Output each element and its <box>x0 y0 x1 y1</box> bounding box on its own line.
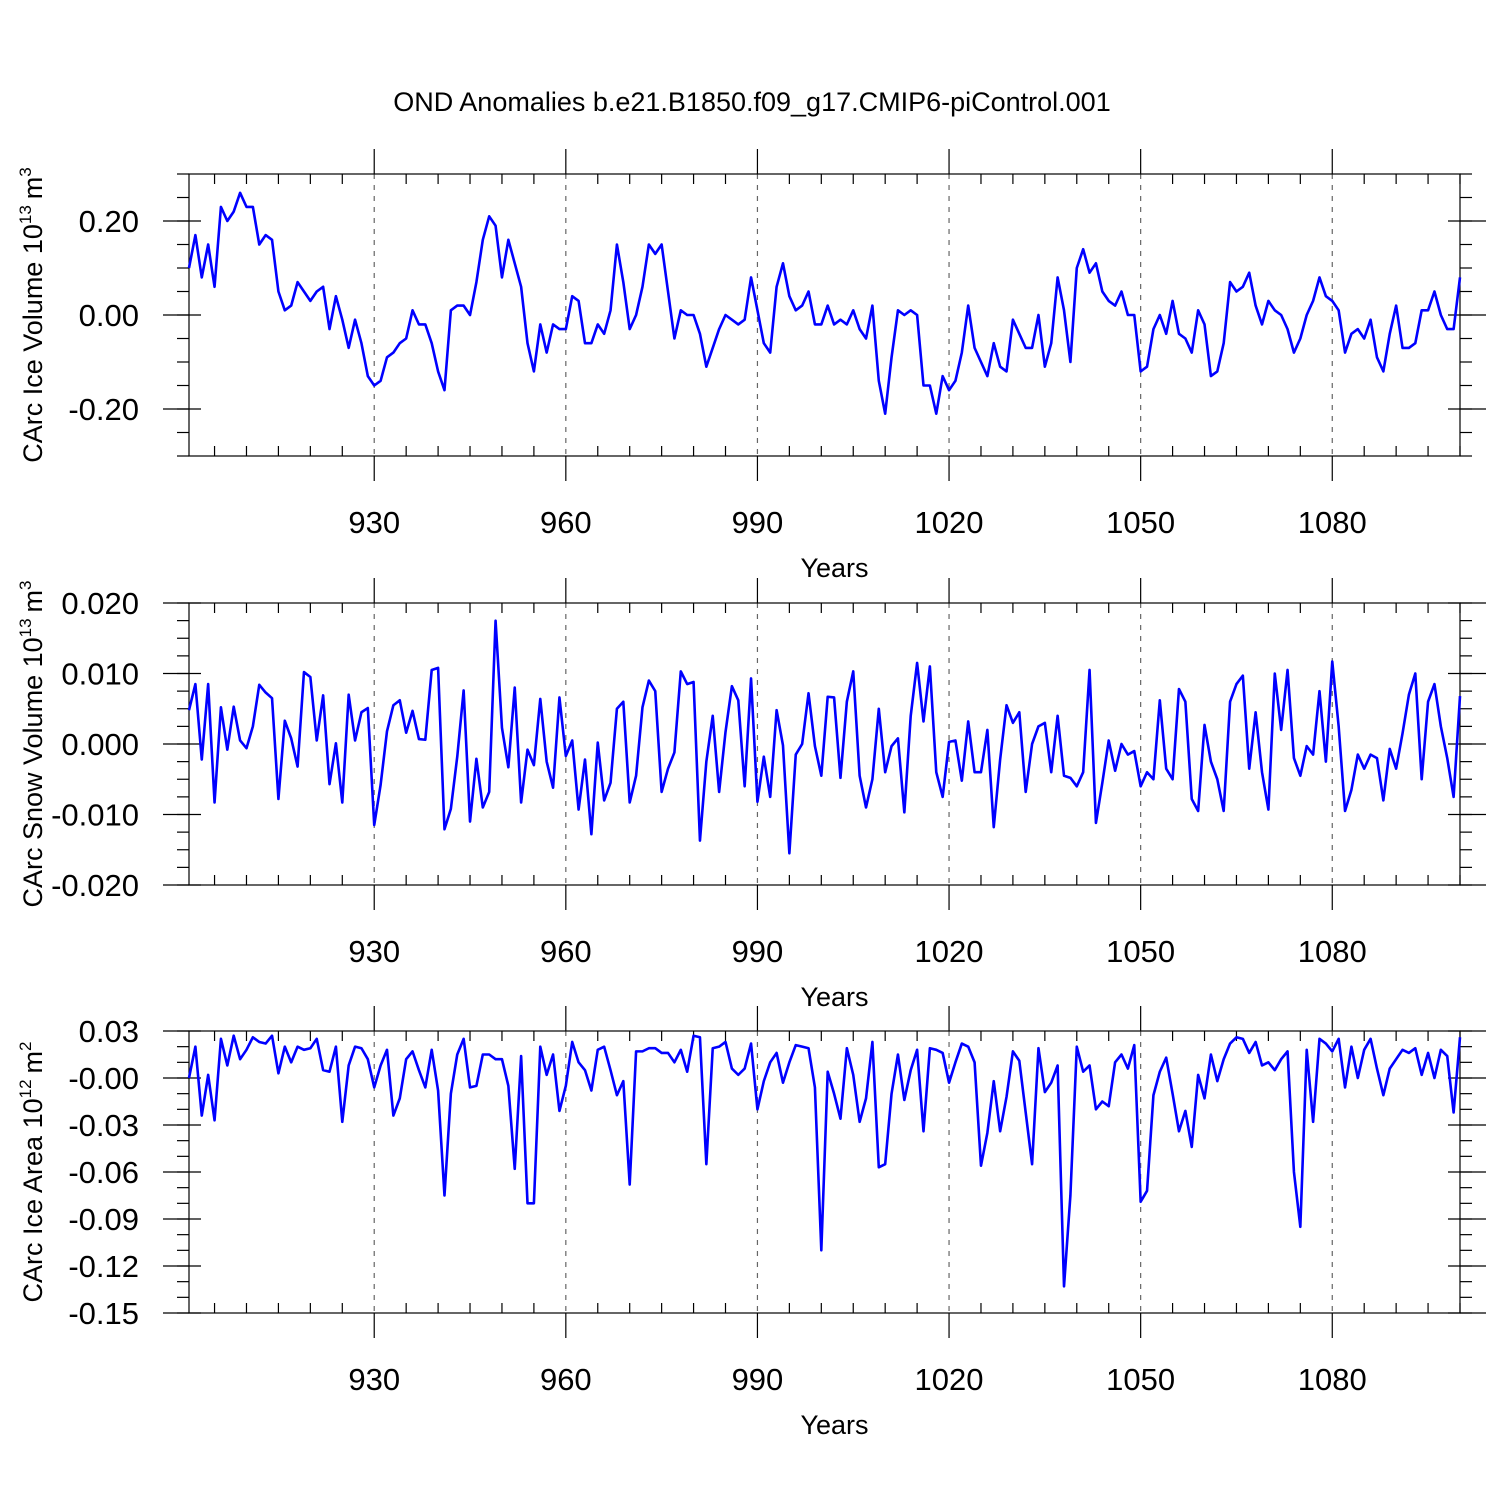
series-line <box>187 619 1462 855</box>
x-tick-label: 1050 <box>1106 934 1175 969</box>
y-axis-label-part: CArc Ice Volume 10 <box>18 224 48 463</box>
y-tick-label: -0.03 <box>68 1108 139 1143</box>
y-tick-label: 0.03 <box>79 1014 139 1049</box>
x-tick-label: 1020 <box>915 505 984 540</box>
y-axis-label-part: 13 <box>16 618 35 637</box>
plot-frame <box>188 1030 1461 1314</box>
y-tick-label: 0.020 <box>61 586 139 621</box>
panel-3: 930 960 990 1020 1050 1080 0.03 -0.00 -0.03 -0.06… <box>16 1006 1486 1440</box>
x-tick-label: 990 <box>732 505 784 540</box>
y-axis-label: CArc Ice Area 1012 m2 <box>16 1042 48 1303</box>
figure-title: OND Anomalies b.e21.B1850.f09_g17.CMIP6-… <box>393 87 1110 117</box>
y-axis-label-part: 2 <box>16 1042 35 1051</box>
y-tick-label: -0.12 <box>68 1249 139 1284</box>
y-tick-label: -0.09 <box>68 1202 139 1237</box>
x-tick-label: 960 <box>540 934 592 969</box>
x-tick-label: 1080 <box>1298 934 1367 969</box>
y-tick-label: -0.010 <box>51 798 139 833</box>
y-tick-label: -0.020 <box>51 868 139 903</box>
y-axis-label-part: CArc Ice Area 10 <box>18 1098 48 1302</box>
y-tick-label: -0.15 <box>68 1296 139 1331</box>
x-tick-label: 930 <box>348 934 400 969</box>
x-tick-label: 990 <box>732 1362 784 1397</box>
y-axis-label: CArc Snow Volume 1013 m3 <box>16 580 48 907</box>
x-tick-label: 930 <box>348 1362 400 1397</box>
y-tick-label: -0.00 <box>68 1061 139 1096</box>
y-axis-label-part: 13 <box>16 205 35 224</box>
x-tick-label: 930 <box>348 505 400 540</box>
x-tick-label: 960 <box>540 505 592 540</box>
panel-2: 930 960 990 1020 1050 1080 0.020 0.010 0.000 -0.0… <box>16 578 1486 1012</box>
x-tick-label: 960 <box>540 1362 592 1397</box>
x-tick-label: 1050 <box>1106 1362 1175 1397</box>
x-tick-label: 1050 <box>1106 505 1175 540</box>
y-tick-label: -0.06 <box>68 1155 139 1190</box>
x-tick-label: 1080 <box>1298 1362 1367 1397</box>
y-tick-label: 0.000 <box>61 727 139 762</box>
y-tick-label: 0.20 <box>79 204 139 239</box>
y-axis-label-part: 3 <box>16 580 35 589</box>
y-axis-label-part: CArc Snow Volume 10 <box>18 637 48 907</box>
y-tick-label: 0.010 <box>61 657 139 692</box>
x-tick-label: 1020 <box>915 1362 984 1397</box>
panels: 930 960 990 1020 1050 1080 0.20 0.00 -0.20 Years C… <box>16 149 1486 1440</box>
y-axis-label: CArc Ice Volume 1013 m3 <box>16 167 48 463</box>
series-line <box>187 1034 1462 1288</box>
y-axis-label-part: m <box>18 590 48 613</box>
y-axis-label-part: m <box>18 1051 48 1074</box>
x-tick-label: 1020 <box>915 934 984 969</box>
y-axis-label-part: 3 <box>16 167 35 176</box>
plot-frame <box>188 602 1461 886</box>
x-axis-label: Years <box>800 553 868 583</box>
y-axis-label-part: m <box>18 177 48 200</box>
y-tick-label: -0.20 <box>68 392 139 427</box>
plot-frame <box>188 173 1461 457</box>
x-axis-label: Years <box>800 1410 868 1440</box>
series-line <box>187 191 1462 416</box>
panel-1: 930 960 990 1020 1050 1080 0.20 0.00 -0.20 Years C… <box>16 149 1486 583</box>
x-tick-label: 1080 <box>1298 505 1367 540</box>
y-tick-label: 0.00 <box>79 298 139 333</box>
y-axis-label-part: 12 <box>16 1079 35 1098</box>
x-axis-label: Years <box>800 982 868 1012</box>
x-tick-label: 990 <box>732 934 784 969</box>
